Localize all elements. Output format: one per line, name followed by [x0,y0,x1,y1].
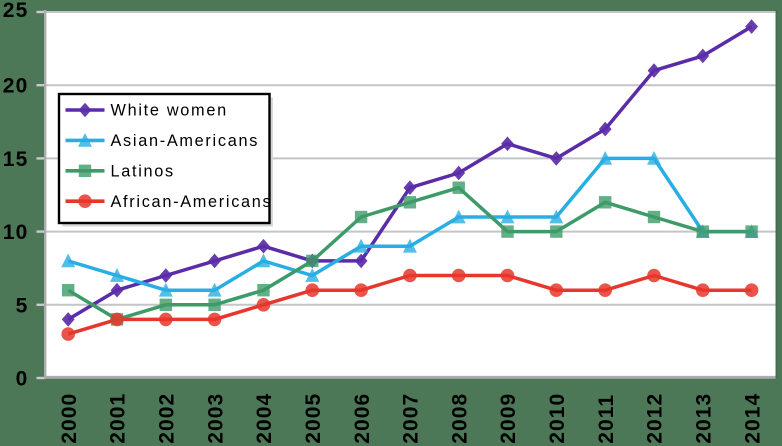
svg-text:2009: 2009 [497,393,520,444]
svg-text:20: 20 [3,75,29,98]
svg-text:Latinos: Latinos [111,162,175,180]
svg-text:Asian-Americans: Asian-Americans [111,132,260,150]
svg-text:2003: 2003 [204,393,227,444]
svg-text:2001: 2001 [107,393,130,444]
svg-text:2011: 2011 [595,394,618,444]
svg-text:2004: 2004 [253,393,276,444]
svg-text:2010: 2010 [546,393,569,444]
svg-text:2005: 2005 [302,393,325,444]
svg-text:2000: 2000 [58,393,81,444]
svg-text:15: 15 [3,148,29,171]
svg-text:5: 5 [16,294,29,317]
svg-text:2014: 2014 [741,393,764,444]
svg-text:25: 25 [3,0,29,22]
svg-text:2008: 2008 [448,393,471,444]
svg-text:10: 10 [3,221,29,244]
svg-text:2002: 2002 [156,393,179,444]
svg-text:2006: 2006 [351,393,374,444]
svg-text:0: 0 [16,368,29,391]
svg-text:2013: 2013 [693,393,716,444]
svg-text:African-Americans: African-Americans [111,193,273,211]
svg-text:White women: White women [111,102,228,120]
svg-text:2007: 2007 [400,393,423,444]
svg-text:2012: 2012 [644,393,667,444]
